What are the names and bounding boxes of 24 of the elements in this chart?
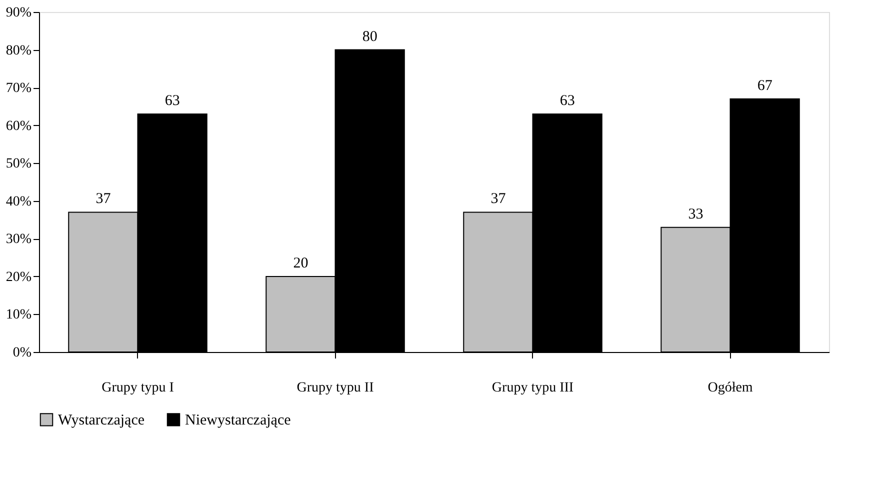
y-tick-label: 10% (6, 308, 32, 323)
data-label: 67 (757, 78, 773, 94)
data-label: 37 (490, 191, 506, 208)
data-label: 37 (96, 191, 112, 208)
y-tick-label: 50% (6, 156, 32, 172)
data-label: 63 (164, 93, 180, 109)
x-tick-label: Grupy typu III (492, 380, 574, 396)
x-tick-label: Grupy typu I (102, 380, 174, 396)
y-tick-label: 90% (6, 6, 32, 20)
legend-label: Niewystarczające (185, 412, 292, 429)
y-tick-label: 20% (6, 270, 32, 285)
y-tick-label: 70% (6, 81, 32, 96)
y-tick-label: 60% (6, 118, 32, 134)
x-tick-label: Ogółem (708, 380, 753, 396)
y-tick-label: 30% (6, 232, 32, 248)
y-tick-label: 80% (6, 43, 32, 58)
y-tick-label: 0% (12, 346, 32, 360)
data-label: 80 (362, 28, 378, 45)
y-tick-label: 40% (6, 194, 32, 210)
data-label: 63 (560, 93, 575, 109)
data-label: 33 (688, 206, 704, 222)
x-tick-label: Grupy typu II (296, 380, 374, 396)
legend-label: Wystarczające (58, 412, 145, 429)
data-label: 20 (293, 255, 308, 272)
